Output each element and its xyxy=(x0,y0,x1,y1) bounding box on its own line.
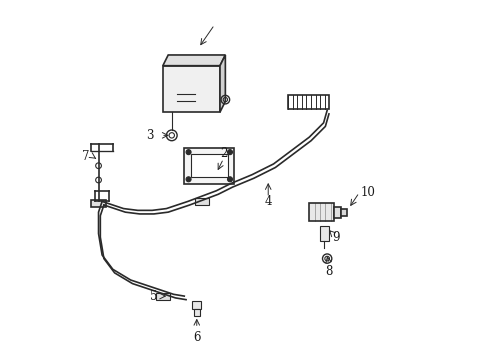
Bar xyxy=(194,309,199,316)
Bar xyxy=(156,293,170,300)
Polygon shape xyxy=(163,55,225,66)
Bar xyxy=(334,207,342,217)
Circle shape xyxy=(227,177,232,182)
Text: 6: 6 xyxy=(193,331,200,344)
Bar xyxy=(191,154,228,177)
Circle shape xyxy=(186,150,191,155)
Text: 9: 9 xyxy=(332,231,340,244)
Text: 8: 8 xyxy=(325,265,333,278)
Bar xyxy=(193,301,201,309)
Circle shape xyxy=(227,150,232,155)
Text: 4: 4 xyxy=(265,195,272,208)
Text: 5: 5 xyxy=(150,289,158,303)
Text: 2: 2 xyxy=(220,147,227,160)
Polygon shape xyxy=(220,55,225,112)
Text: 7: 7 xyxy=(82,150,90,163)
Bar xyxy=(163,66,220,112)
Text: 3: 3 xyxy=(147,129,154,142)
Bar xyxy=(320,226,329,241)
Circle shape xyxy=(186,177,191,182)
Bar xyxy=(288,95,329,109)
Bar xyxy=(342,208,347,216)
Text: 10: 10 xyxy=(361,186,376,199)
Bar xyxy=(92,200,106,207)
Bar xyxy=(184,148,234,184)
Bar xyxy=(195,198,209,205)
Bar xyxy=(309,203,334,221)
